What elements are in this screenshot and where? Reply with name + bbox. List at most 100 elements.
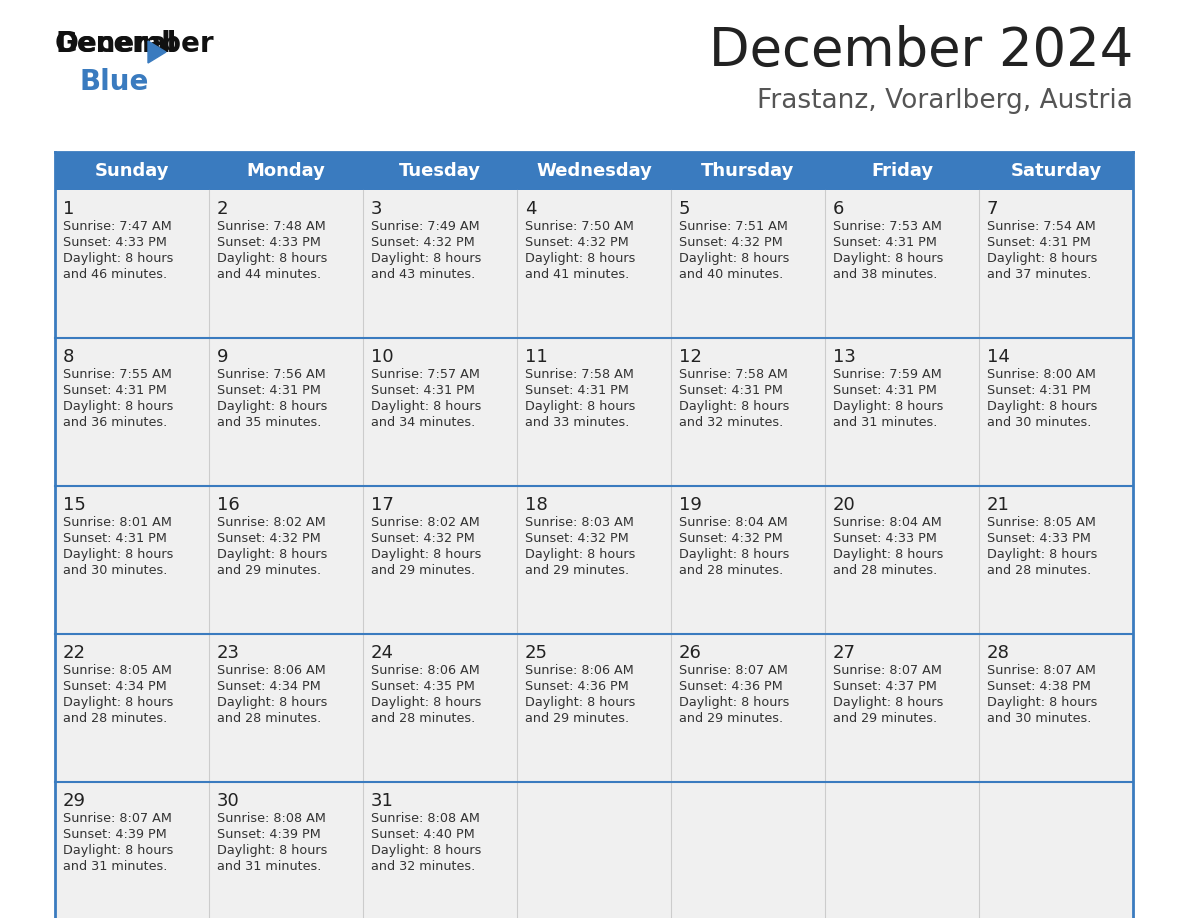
Text: Sunset: 4:31 PM: Sunset: 4:31 PM [63,384,166,397]
Text: and 30 minutes.: and 30 minutes. [987,712,1092,725]
Text: December 2024: December 2024 [709,25,1133,77]
Text: and 28 minutes.: and 28 minutes. [833,564,937,577]
Text: Frastanz, Vorarlberg, Austria: Frastanz, Vorarlberg, Austria [757,88,1133,114]
Text: Daylight: 8 hours: Daylight: 8 hours [680,696,789,709]
Text: Sunrise: 8:07 AM: Sunrise: 8:07 AM [833,664,942,677]
Text: Tuesday: Tuesday [399,162,481,180]
Text: Sunrise: 7:48 AM: Sunrise: 7:48 AM [217,220,326,233]
Text: and 38 minutes.: and 38 minutes. [833,268,937,281]
Text: 20: 20 [833,496,855,514]
Text: 3: 3 [371,200,383,218]
Text: and 32 minutes.: and 32 minutes. [371,860,475,873]
Text: Daylight: 8 hours: Daylight: 8 hours [63,252,173,265]
Text: 6: 6 [833,200,845,218]
Text: and 29 minutes.: and 29 minutes. [680,712,783,725]
Text: Daylight: 8 hours: Daylight: 8 hours [217,400,328,413]
Text: and 44 minutes.: and 44 minutes. [217,268,321,281]
Text: Sunrise: 8:05 AM: Sunrise: 8:05 AM [63,664,172,677]
Text: Sunset: 4:31 PM: Sunset: 4:31 PM [833,384,937,397]
Text: 30: 30 [217,792,240,810]
Text: General: General [55,30,177,58]
Text: Daylight: 8 hours: Daylight: 8 hours [63,844,173,857]
Text: Sunset: 4:37 PM: Sunset: 4:37 PM [833,680,937,693]
Text: and 36 minutes.: and 36 minutes. [63,416,168,429]
Text: Sunrise: 7:58 AM: Sunrise: 7:58 AM [680,368,788,381]
Text: and 41 minutes.: and 41 minutes. [525,268,630,281]
Bar [55,634,1133,782]
Text: Sunset: 4:33 PM: Sunset: 4:33 PM [987,532,1091,545]
Text: Daylight: 8 hours: Daylight: 8 hours [371,696,481,709]
Text: and 30 minutes.: and 30 minutes. [987,416,1092,429]
Text: and 37 minutes.: and 37 minutes. [987,268,1092,281]
Text: Sunrise: 8:04 AM: Sunrise: 8:04 AM [833,516,942,529]
Text: Daylight: 8 hours: Daylight: 8 hours [833,400,943,413]
Text: 9: 9 [217,348,228,366]
Text: Sunrise: 8:08 AM: Sunrise: 8:08 AM [371,812,480,825]
Text: Sunrise: 7:58 AM: Sunrise: 7:58 AM [525,368,634,381]
Text: Sunrise: 7:57 AM: Sunrise: 7:57 AM [371,368,480,381]
Text: Sunset: 4:31 PM: Sunset: 4:31 PM [371,384,475,397]
Text: Daylight: 8 hours: Daylight: 8 hours [833,252,943,265]
Text: Sunrise: 8:07 AM: Sunrise: 8:07 AM [987,664,1095,677]
Bar [55,338,1133,486]
Text: and 46 minutes.: and 46 minutes. [63,268,168,281]
Text: Daylight: 8 hours: Daylight: 8 hours [987,696,1098,709]
Text: Sunset: 4:40 PM: Sunset: 4:40 PM [371,828,475,841]
Text: Sunset: 4:31 PM: Sunset: 4:31 PM [680,384,783,397]
Text: and 31 minutes.: and 31 minutes. [217,860,322,873]
Text: Sunset: 4:39 PM: Sunset: 4:39 PM [217,828,321,841]
Text: Sunrise: 8:07 AM: Sunrise: 8:07 AM [63,812,172,825]
Text: Daylight: 8 hours: Daylight: 8 hours [987,252,1098,265]
Text: 16: 16 [217,496,240,514]
Bar [55,152,1133,190]
Text: Sunrise: 7:51 AM: Sunrise: 7:51 AM [680,220,788,233]
Text: and 29 minutes.: and 29 minutes. [371,564,475,577]
Text: and 28 minutes.: and 28 minutes. [217,712,321,725]
Text: 4: 4 [525,200,537,218]
Text: and 28 minutes.: and 28 minutes. [63,712,168,725]
Text: 27: 27 [833,644,857,662]
Text: 14: 14 [987,348,1010,366]
Text: and 31 minutes.: and 31 minutes. [833,416,937,429]
Text: Sunrise: 8:01 AM: Sunrise: 8:01 AM [63,516,172,529]
Text: Wednesday: Wednesday [536,162,652,180]
Text: Friday: Friday [871,162,933,180]
Text: 29: 29 [63,792,86,810]
Text: Daylight: 8 hours: Daylight: 8 hours [63,696,173,709]
Text: 7: 7 [987,200,998,218]
Text: Sunset: 4:32 PM: Sunset: 4:32 PM [525,532,628,545]
Text: Sunrise: 8:07 AM: Sunrise: 8:07 AM [680,664,788,677]
Text: and 34 minutes.: and 34 minutes. [371,416,475,429]
Text: Sunset: 4:31 PM: Sunset: 4:31 PM [217,384,321,397]
Text: Daylight: 8 hours: Daylight: 8 hours [987,400,1098,413]
Text: Thursday: Thursday [701,162,795,180]
Text: 22: 22 [63,644,86,662]
Text: Sunrise: 8:08 AM: Sunrise: 8:08 AM [217,812,326,825]
Text: December: December [55,30,214,58]
Text: Sunset: 4:32 PM: Sunset: 4:32 PM [371,532,475,545]
Text: Daylight: 8 hours: Daylight: 8 hours [525,400,636,413]
Text: 11: 11 [525,348,548,366]
Text: and 29 minutes.: and 29 minutes. [217,564,321,577]
Text: and 40 minutes.: and 40 minutes. [680,268,783,281]
Text: 13: 13 [833,348,855,366]
Text: Daylight: 8 hours: Daylight: 8 hours [680,252,789,265]
Text: 10: 10 [371,348,393,366]
Text: Daylight: 8 hours: Daylight: 8 hours [680,400,789,413]
Text: Sunset: 4:36 PM: Sunset: 4:36 PM [525,680,628,693]
Text: Sunrise: 8:04 AM: Sunrise: 8:04 AM [680,516,788,529]
Text: Daylight: 8 hours: Daylight: 8 hours [525,696,636,709]
Text: Sunset: 4:34 PM: Sunset: 4:34 PM [63,680,166,693]
Text: and 31 minutes.: and 31 minutes. [63,860,168,873]
Text: Sunset: 4:34 PM: Sunset: 4:34 PM [217,680,321,693]
Text: Daylight: 8 hours: Daylight: 8 hours [371,252,481,265]
Text: Sunset: 4:32 PM: Sunset: 4:32 PM [525,236,628,249]
Text: Blue: Blue [80,68,150,96]
Text: Sunset: 4:31 PM: Sunset: 4:31 PM [987,236,1091,249]
Text: Daylight: 8 hours: Daylight: 8 hours [217,548,328,561]
Text: Sunrise: 7:50 AM: Sunrise: 7:50 AM [525,220,634,233]
Bar [55,782,1133,918]
Text: and 30 minutes.: and 30 minutes. [63,564,168,577]
Text: Sunset: 4:39 PM: Sunset: 4:39 PM [63,828,166,841]
Text: 24: 24 [371,644,394,662]
